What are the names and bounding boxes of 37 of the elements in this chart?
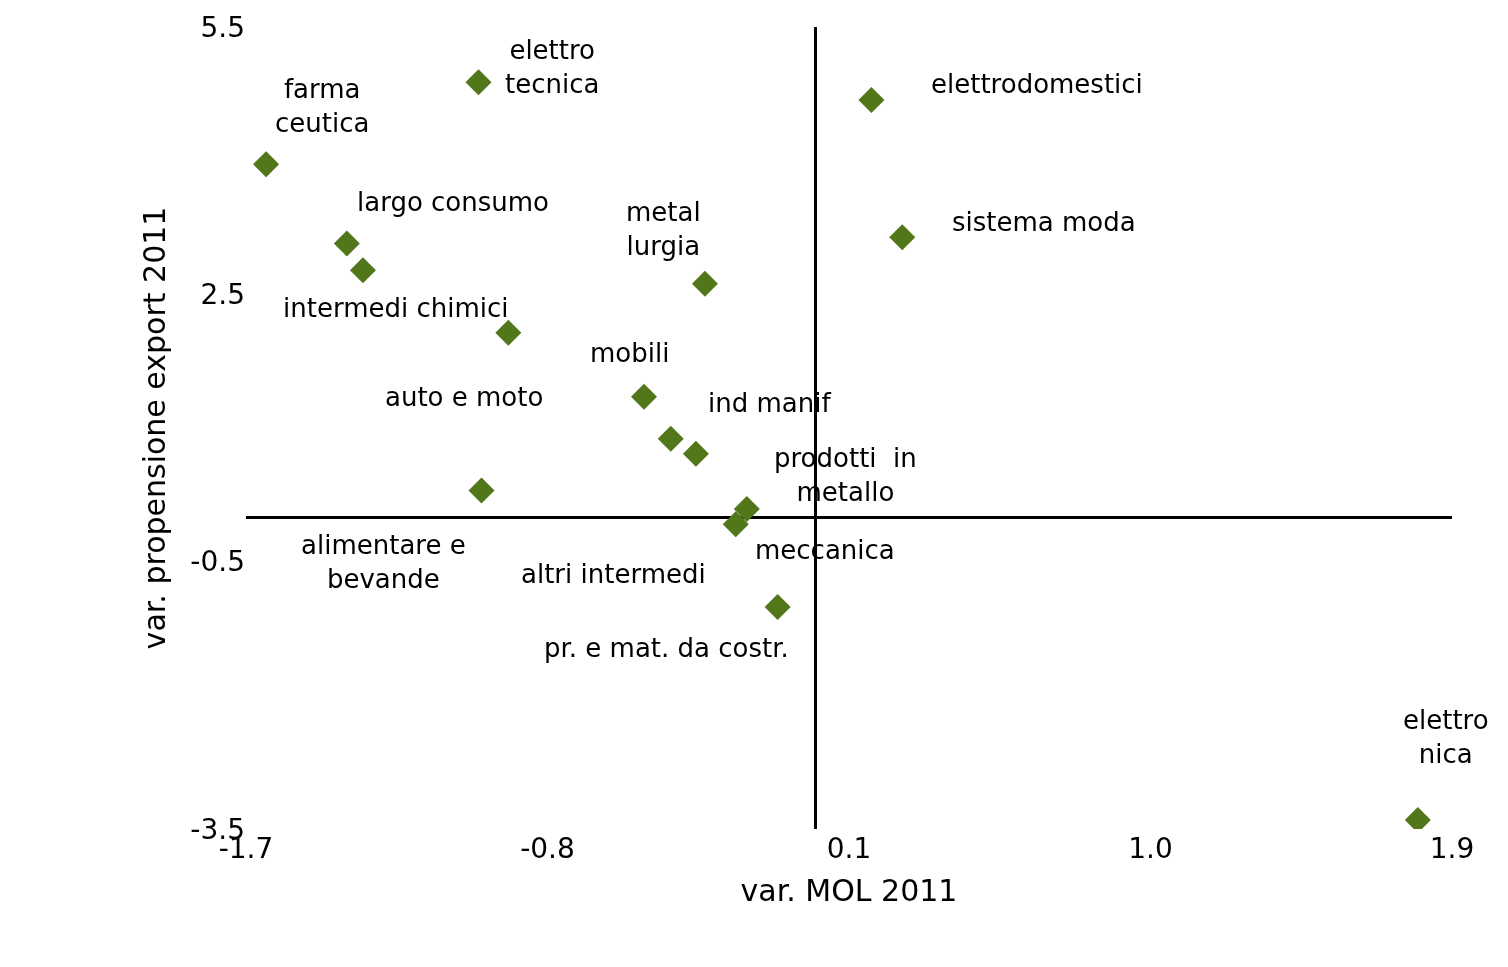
annotation: largo consumo (357, 187, 550, 217)
point (858, 87, 885, 114)
x-axis-title: var. MOL 2011 (740, 872, 958, 908)
x-tick-label: 0.1 (826, 832, 872, 865)
y-tick-label: 2.5 (200, 278, 245, 312)
annotation: altri intermedi (521, 559, 706, 589)
point (691, 270, 718, 297)
point (468, 477, 495, 504)
annotation: pr. e mat. da costr. (544, 633, 789, 663)
annotation: mobili (590, 338, 670, 368)
annotation: intermedi chimici (283, 293, 509, 323)
point (465, 69, 492, 96)
annotation: elettro nica (1403, 705, 1489, 769)
annotation: elettro tecnica (505, 35, 600, 99)
point (682, 440, 709, 467)
point (722, 511, 749, 538)
x-tick-label: -0.8 (520, 832, 575, 865)
point (495, 319, 522, 346)
y-axis-title: var. propensione export 2011 (137, 206, 173, 650)
annotation: elettrodomestici (931, 69, 1143, 99)
point (333, 230, 360, 257)
annotation: alimentare e bevande (301, 530, 466, 594)
y-tick-label: 5.5 (200, 10, 245, 44)
annotation: farma ceutica (275, 74, 370, 138)
point (764, 594, 791, 621)
point (630, 383, 657, 410)
y-tick-label: -0.5 (190, 545, 245, 579)
x-tick-label: 1.0 (1128, 832, 1173, 865)
annotation: metal lurgia (626, 197, 701, 261)
point (889, 224, 916, 251)
x-tick-label: 1.9 (1429, 832, 1475, 865)
point (253, 151, 280, 178)
annotation: auto e moto (385, 382, 544, 412)
point (733, 496, 760, 523)
point (657, 425, 684, 452)
point (349, 257, 376, 284)
annotation: sistema moda (952, 207, 1136, 237)
